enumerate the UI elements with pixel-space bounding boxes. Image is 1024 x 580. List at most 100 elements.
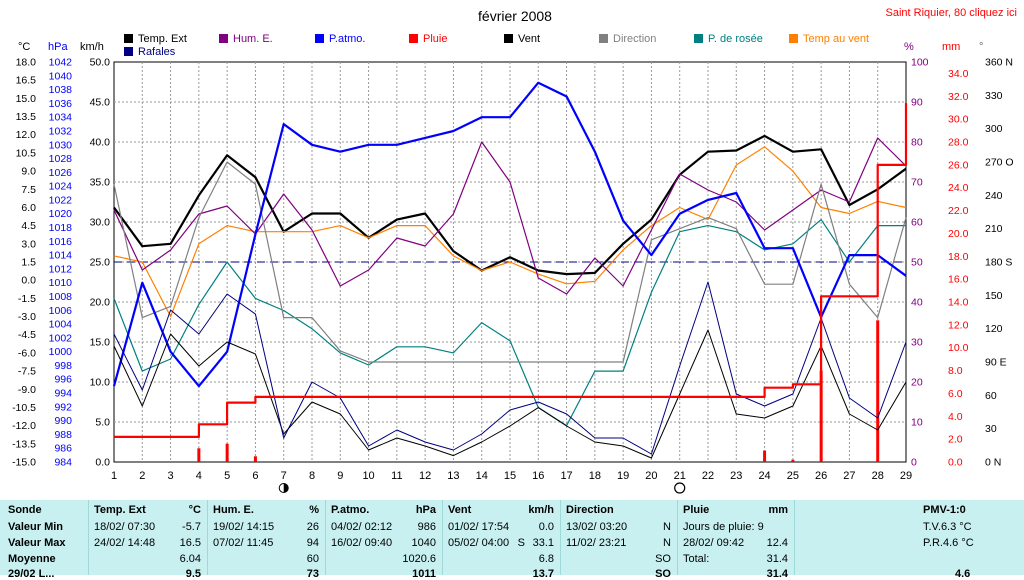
stats-pluie-max-date: 28/02/ 09:42 bbox=[683, 537, 745, 549]
tick-label-dir: 30 bbox=[985, 423, 997, 435]
tick-label-hpa: 990 bbox=[54, 415, 72, 427]
tick-label-day: 25 bbox=[787, 470, 799, 482]
stats-temp-mean: 6.04 bbox=[179, 553, 201, 565]
rain-bar bbox=[763, 450, 767, 462]
legend-label: Vent bbox=[518, 33, 540, 45]
series-line-vent bbox=[113, 329, 907, 459]
tick-label-hpa: 1006 bbox=[49, 305, 73, 317]
tick-label-temp: 12.0 bbox=[16, 129, 37, 141]
tick-label-day: 27 bbox=[843, 470, 855, 482]
station-link[interactable]: Saint Riquier, 80 cliquez ici bbox=[886, 7, 1017, 19]
tick-label-day: 20 bbox=[645, 470, 657, 482]
tick-label-hum: 90 bbox=[911, 97, 923, 109]
tick-label-hum: 30 bbox=[911, 337, 923, 349]
legend-label: P.atmo. bbox=[329, 33, 366, 45]
rain-bar bbox=[819, 370, 823, 462]
tick-label-day: 13 bbox=[447, 470, 459, 482]
tick-label-hpa: 1000 bbox=[49, 346, 73, 358]
tick-label-mm: 8.0 bbox=[948, 365, 963, 377]
chart-title: février 2008 bbox=[478, 8, 552, 24]
tick-label-hpa: 984 bbox=[54, 457, 72, 469]
series-layer bbox=[112, 81, 908, 462]
tick-label-temp: 0.0 bbox=[21, 275, 36, 287]
tick-label-day: 28 bbox=[872, 470, 884, 482]
stats-hum-min-val: 26 bbox=[306, 521, 319, 533]
series-line-direction bbox=[113, 161, 907, 363]
tick-label-day: 12 bbox=[419, 470, 431, 482]
stats-pmv-last: 4.6 bbox=[955, 568, 971, 580]
stats-vent-last: 13.7 bbox=[532, 568, 554, 580]
tick-label-hpa: 986 bbox=[54, 443, 72, 455]
stats-vent-min-val: 0.0 bbox=[538, 521, 554, 533]
stats-row-mean: Moyenne bbox=[8, 553, 56, 565]
stats-row-max: Valeur Max bbox=[8, 537, 66, 549]
tick-label-wind: 30.0 bbox=[90, 217, 111, 229]
stats-hum-min-date: 19/02/ 14:15 bbox=[213, 521, 275, 533]
tick-label-dir: 60 bbox=[985, 390, 997, 402]
legend-swatch bbox=[124, 47, 133, 56]
tick-label-hum: 60 bbox=[911, 217, 923, 229]
tick-label-hpa: 1002 bbox=[49, 332, 73, 344]
tick-label-day: 6 bbox=[252, 470, 258, 482]
tick-label-temp: -9.0 bbox=[18, 384, 36, 396]
stats-direction-mean: SO bbox=[655, 553, 671, 565]
tick-label-dir: 180 S bbox=[985, 257, 1012, 269]
stats-vent-unit: km/h bbox=[528, 504, 554, 516]
tick-label-temp: 16.5 bbox=[16, 75, 37, 87]
stats-direction-max-val: N bbox=[663, 537, 671, 549]
legend-label: Pluie bbox=[423, 33, 447, 45]
stats-hum-mean: 60 bbox=[306, 553, 319, 565]
stats-temp-max-val: 16.5 bbox=[179, 537, 201, 549]
tick-label-day: 29 bbox=[900, 470, 912, 482]
tick-label-day: 4 bbox=[196, 470, 202, 482]
stats-col-pmv: PMV-1:0 T.V.6.3 °C P.R.4.6 °C 4.6 bbox=[794, 500, 1024, 580]
tick-label-hum: 100 bbox=[911, 57, 929, 69]
stats-patmo-min-val: 986 bbox=[417, 521, 436, 533]
tick-label-hpa: 988 bbox=[54, 429, 72, 441]
tick-label-day: 14 bbox=[476, 470, 488, 482]
tick-label-hpa: 1040 bbox=[49, 70, 73, 82]
axis-unit-temp: °C bbox=[18, 41, 30, 53]
tick-label-dir: 240 bbox=[985, 190, 1003, 202]
stats-row-last: 29/02 L... bbox=[8, 568, 55, 580]
stats-hum-max-val: 94 bbox=[306, 537, 319, 549]
tick-label-day: 23 bbox=[730, 470, 742, 482]
stats-pluie-unit: mm bbox=[768, 504, 788, 516]
tick-label-temp: -7.5 bbox=[18, 366, 36, 378]
stats-patmo-last: 1011 bbox=[412, 568, 436, 580]
stats-hum-unit: % bbox=[309, 504, 319, 516]
tick-label-hpa: 1032 bbox=[49, 125, 73, 137]
stats-vent-max-date: 05/02/ 04:00 bbox=[448, 537, 510, 549]
tick-label-mm: 34.0 bbox=[948, 68, 969, 80]
rain-bar bbox=[876, 320, 880, 462]
tick-label-dir: 360 N bbox=[985, 57, 1013, 69]
tick-label-day: 18 bbox=[589, 470, 601, 482]
tick-label-mm: 22.0 bbox=[948, 205, 969, 217]
tick-label-dir: 0 N bbox=[985, 457, 1001, 469]
tick-label-hum: 20 bbox=[911, 377, 923, 389]
tick-label-day: 10 bbox=[362, 470, 374, 482]
series-line-p-atmo- bbox=[112, 81, 907, 388]
tick-label-mm: 18.0 bbox=[948, 251, 969, 263]
stats-temp-min-val: -5.7 bbox=[182, 521, 201, 533]
stats-temp-min-date: 18/02/ 07:30 bbox=[94, 521, 156, 533]
tick-label-mm: 6.0 bbox=[948, 388, 963, 400]
stats-pluie-max-val: 12.4 bbox=[766, 537, 788, 549]
tick-label-temp: 6.0 bbox=[21, 202, 36, 214]
tick-label-temp: -6.0 bbox=[18, 347, 36, 359]
stats-direction-min-date: 13/02/ 03:20 bbox=[566, 521, 628, 533]
tick-label-wind: 35.0 bbox=[90, 177, 111, 189]
tick-label-day: 17 bbox=[560, 470, 572, 482]
stats-direction-min-val: N bbox=[663, 521, 671, 533]
stats-hum-max-date: 07/02/ 11:45 bbox=[213, 537, 274, 549]
stats-pluie-total-val: 31.4 bbox=[766, 553, 788, 565]
stats-panel: Sonde Valeur Min Valeur Max Moyenne 29/0… bbox=[0, 500, 1024, 580]
stats-patmo-unit: hPa bbox=[415, 504, 436, 516]
tick-label-dir: 210 bbox=[985, 223, 1003, 235]
tick-label-day: 5 bbox=[224, 470, 230, 482]
tick-label-temp: 1.5 bbox=[21, 257, 36, 269]
tick-label-hum: 40 bbox=[911, 297, 923, 309]
tick-label-hpa: 1034 bbox=[49, 112, 73, 124]
tick-label-day: 9 bbox=[337, 470, 343, 482]
